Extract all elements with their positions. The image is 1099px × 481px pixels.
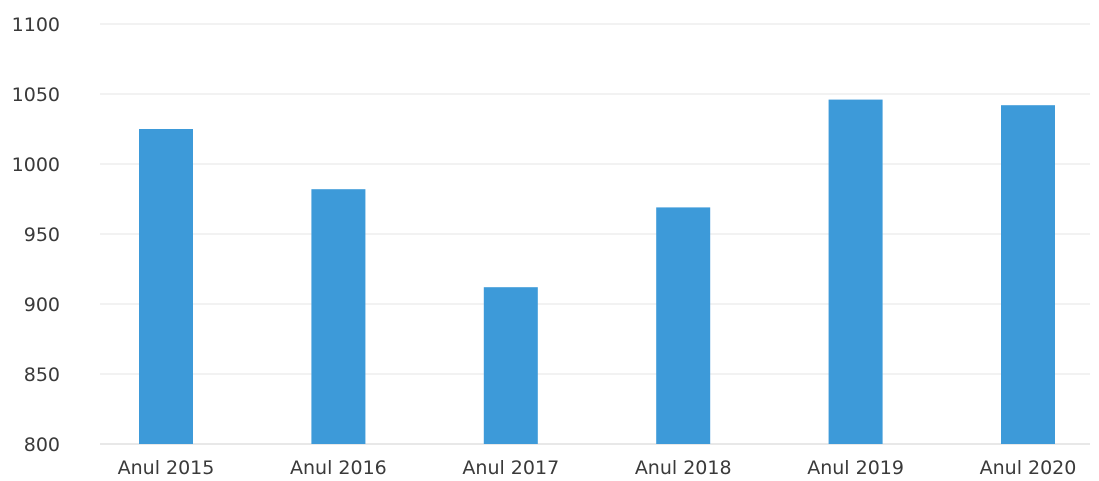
y-axis: 800 850 900 950 1000 1050 1100 xyxy=(12,14,60,456)
gridlines xyxy=(100,23,1090,445)
y-tick-label: 1000 xyxy=(12,154,60,176)
x-tick-label: Anul 2017 xyxy=(462,457,559,479)
bar-4 xyxy=(656,207,711,444)
bar-1 xyxy=(139,129,193,444)
y-tick-label: 800 xyxy=(24,434,60,456)
bars xyxy=(139,99,1055,444)
y-tick-label: 1100 xyxy=(12,14,60,36)
bar-6 xyxy=(1001,105,1055,444)
bar-2 xyxy=(311,189,366,444)
y-tick-label: 900 xyxy=(24,294,60,316)
bar-5 xyxy=(828,99,883,444)
x-tick-label: Anul 2015 xyxy=(118,457,215,479)
y-tick-label: 950 xyxy=(24,224,60,246)
x-axis: Anul 2015 Anul 2016 Anul 2017 Anul 2018 Anul… xyxy=(118,457,1077,479)
x-tick-label: Anul 2020 xyxy=(980,457,1077,479)
y-tick-label: 850 xyxy=(24,364,60,386)
x-tick-label: Anul 2019 xyxy=(807,457,904,479)
x-tick-label: Anul 2016 xyxy=(290,457,387,479)
bar-3 xyxy=(483,287,538,444)
x-tick-label: Anul 2018 xyxy=(635,457,732,479)
y-tick-label: 1050 xyxy=(12,84,60,106)
